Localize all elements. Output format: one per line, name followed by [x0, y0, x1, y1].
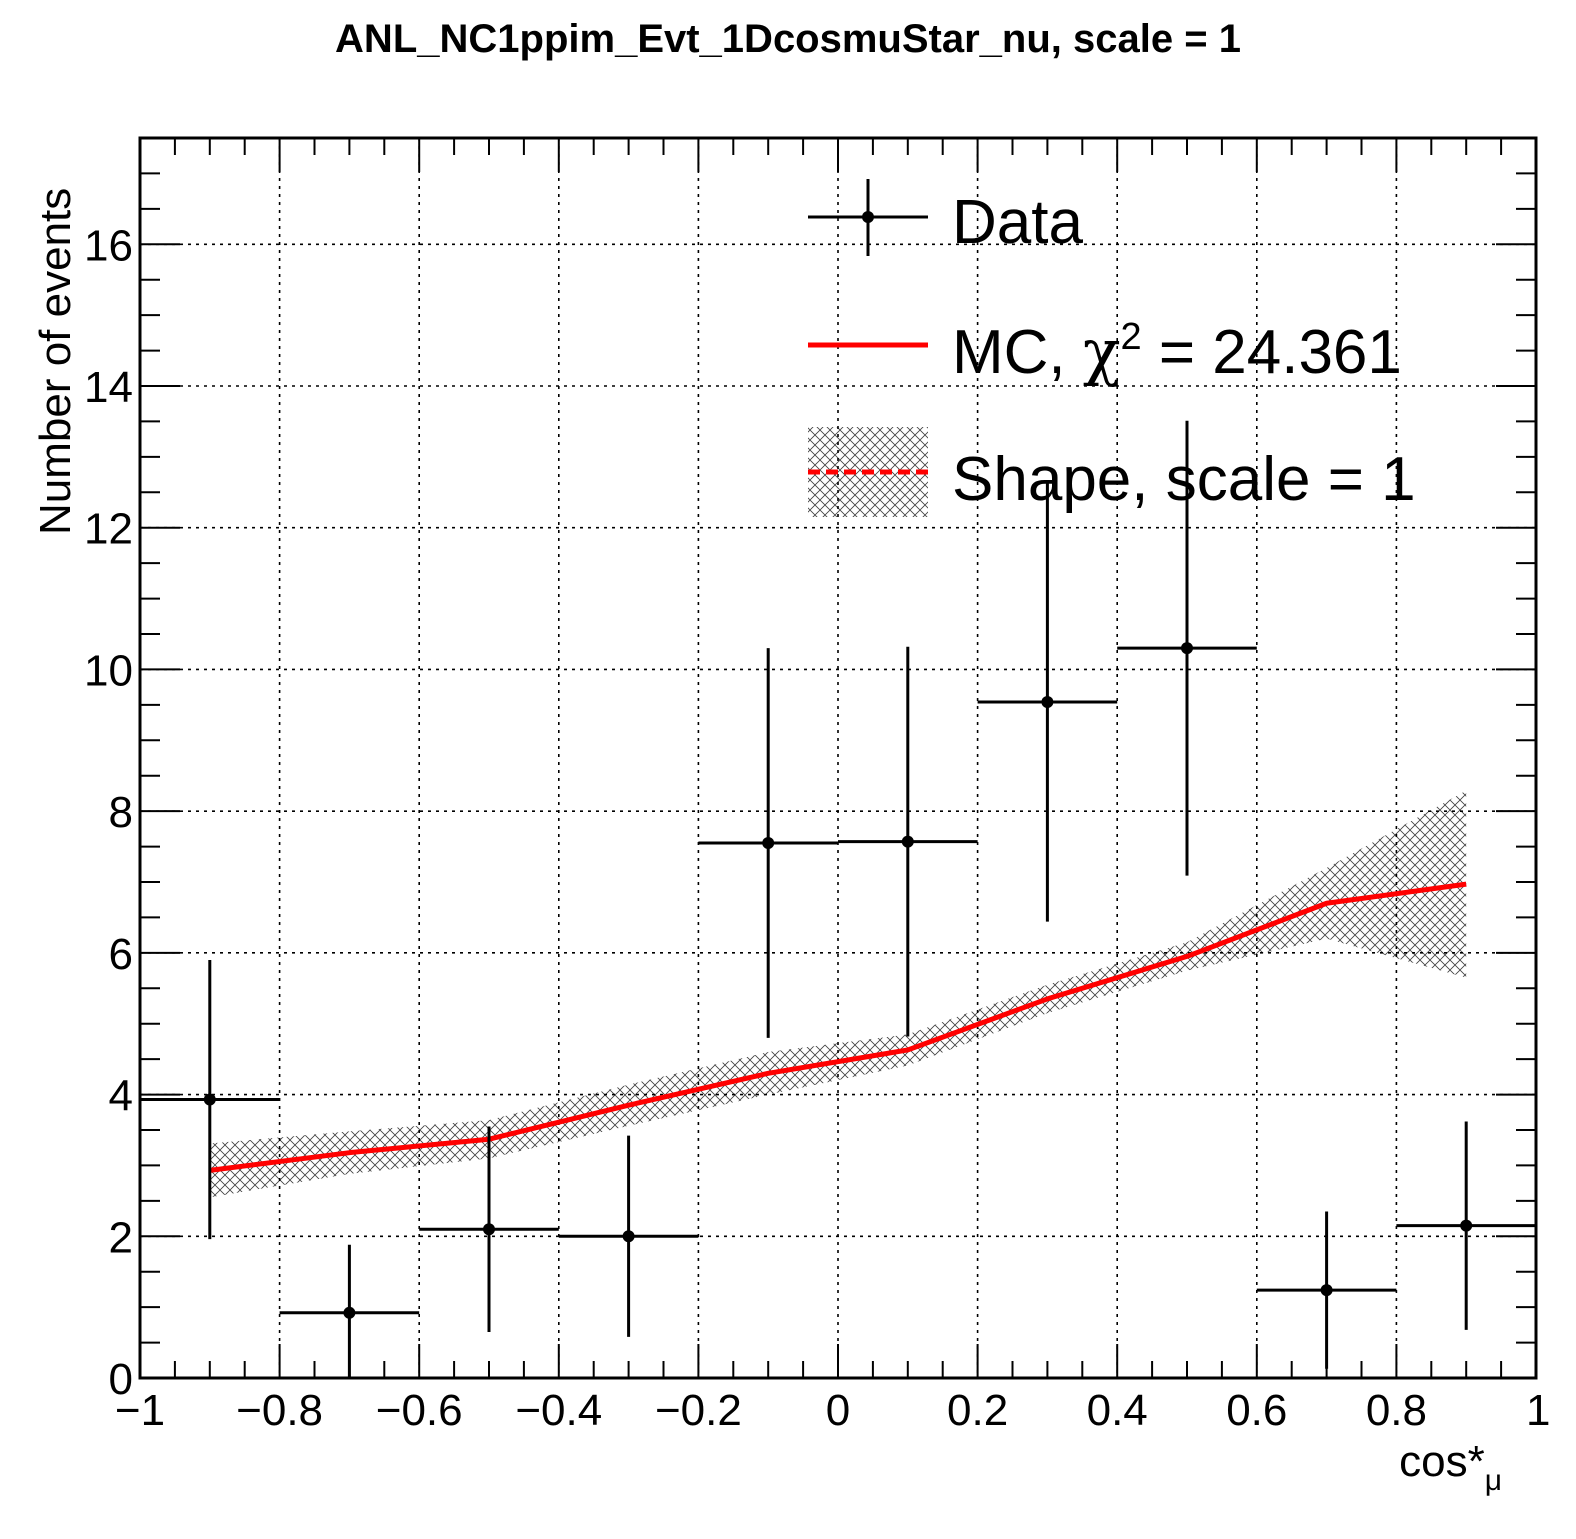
- x-tick-label: 0: [826, 1386, 850, 1435]
- x-tick-label: −1: [115, 1386, 165, 1435]
- x-tick-label: 1: [1526, 1386, 1550, 1435]
- axis-ticks: [139, 137, 1537, 1379]
- legend: Data MC, χ2 = 24.361 Shape, scale = 1: [808, 179, 1416, 517]
- grid: [140, 138, 1536, 1378]
- y-tick-label: 14: [84, 363, 133, 412]
- legend-data-symbol: [808, 179, 928, 256]
- data-point: [1320, 1284, 1333, 1297]
- x-axis-title: cos*μ: [1399, 1437, 1502, 1497]
- y-tick-label: 2: [109, 1213, 133, 1262]
- data-point: [483, 1223, 495, 1236]
- x-tick-label: −0.2: [655, 1386, 742, 1435]
- x-tick-label: 0.8: [1366, 1386, 1427, 1435]
- x-tick-label: 0.2: [947, 1386, 1008, 1435]
- y-tick-label: 4: [109, 1072, 133, 1121]
- legend-shape-label: Shape, scale = 1: [952, 445, 1416, 514]
- x-tick-label: 0.4: [1087, 1386, 1148, 1435]
- x-tick-label: −0.8: [236, 1386, 323, 1435]
- y-tick-label: 10: [84, 646, 133, 695]
- y-tick-label: 6: [109, 930, 133, 979]
- y-axis-title: Number of events: [31, 188, 80, 535]
- chart-title: ANL_NC1ppim_Evt_1DcosmuStar_nu, scale = …: [335, 17, 1241, 61]
- data-point: [343, 1306, 356, 1319]
- y-tick-label: 8: [109, 788, 133, 837]
- legend-mc-value: = 24.361: [1142, 318, 1402, 387]
- data-point: [901, 835, 914, 848]
- y-tick-labels: 0 2 4 6 8 10 12 14 16: [84, 221, 133, 1404]
- legend-data-label: Data: [952, 188, 1083, 257]
- data-point: [1460, 1219, 1473, 1232]
- legend-mc-chi: χ: [1083, 315, 1121, 388]
- x-tick-label: 0.6: [1226, 1386, 1287, 1435]
- data-series: [140, 420, 1536, 1378]
- x-axis-title-main: cos*: [1399, 1437, 1485, 1486]
- legend-mc-prefix: MC,: [952, 318, 1083, 387]
- x-axis-title-subscript: μ: [1485, 1464, 1502, 1497]
- data-point: [203, 1093, 216, 1106]
- y-tick-label: 12: [84, 505, 133, 554]
- y-tick-label: 16: [84, 221, 133, 270]
- legend-mc-label: MC, χ2 = 24.361: [952, 315, 1402, 388]
- y-tick-label: 0: [109, 1355, 133, 1404]
- data-point: [1041, 696, 1054, 709]
- x-tick-label: −0.6: [376, 1386, 463, 1435]
- legend-shape-symbol: [808, 427, 928, 517]
- data-point: [622, 1230, 635, 1243]
- mc-series: [209, 881, 1467, 1173]
- data-point: [1181, 642, 1193, 655]
- mc-line: [209, 881, 1467, 1173]
- legend-mc-chi-sup: 2: [1120, 316, 1141, 358]
- x-tick-label: −0.4: [515, 1386, 602, 1435]
- data-point: [762, 837, 775, 850]
- x-tick-labels: −1 −0.8 −0.6 −0.4 −0.2 0 0.2 0.4 0.6 0.8 1: [115, 1386, 1551, 1435]
